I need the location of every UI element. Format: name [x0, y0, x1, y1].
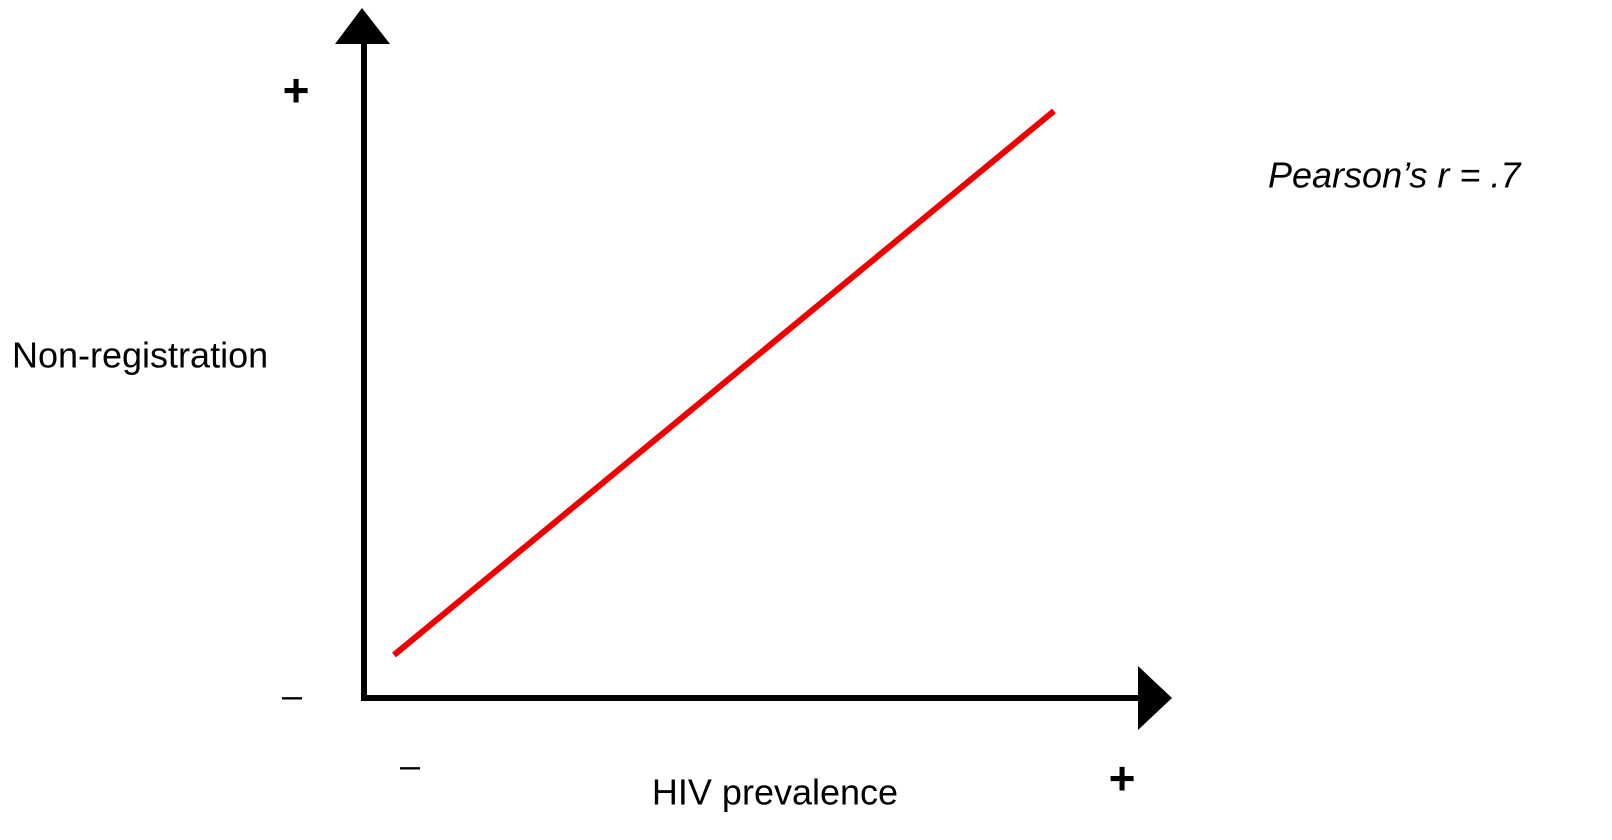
annotation: Pearson’s r = .7 [1268, 155, 1522, 196]
y-high: + [283, 64, 310, 116]
x-low: – [400, 745, 420, 786]
y-axis-arrow [335, 8, 390, 44]
x-high: + [1109, 752, 1136, 804]
x-axis-label: HIV prevalence [652, 772, 898, 813]
y-axis-label: Non-registration [12, 335, 268, 376]
trend-line [392, 108, 1056, 658]
x-axis-arrow [1138, 666, 1172, 730]
y-low: – [282, 675, 302, 716]
